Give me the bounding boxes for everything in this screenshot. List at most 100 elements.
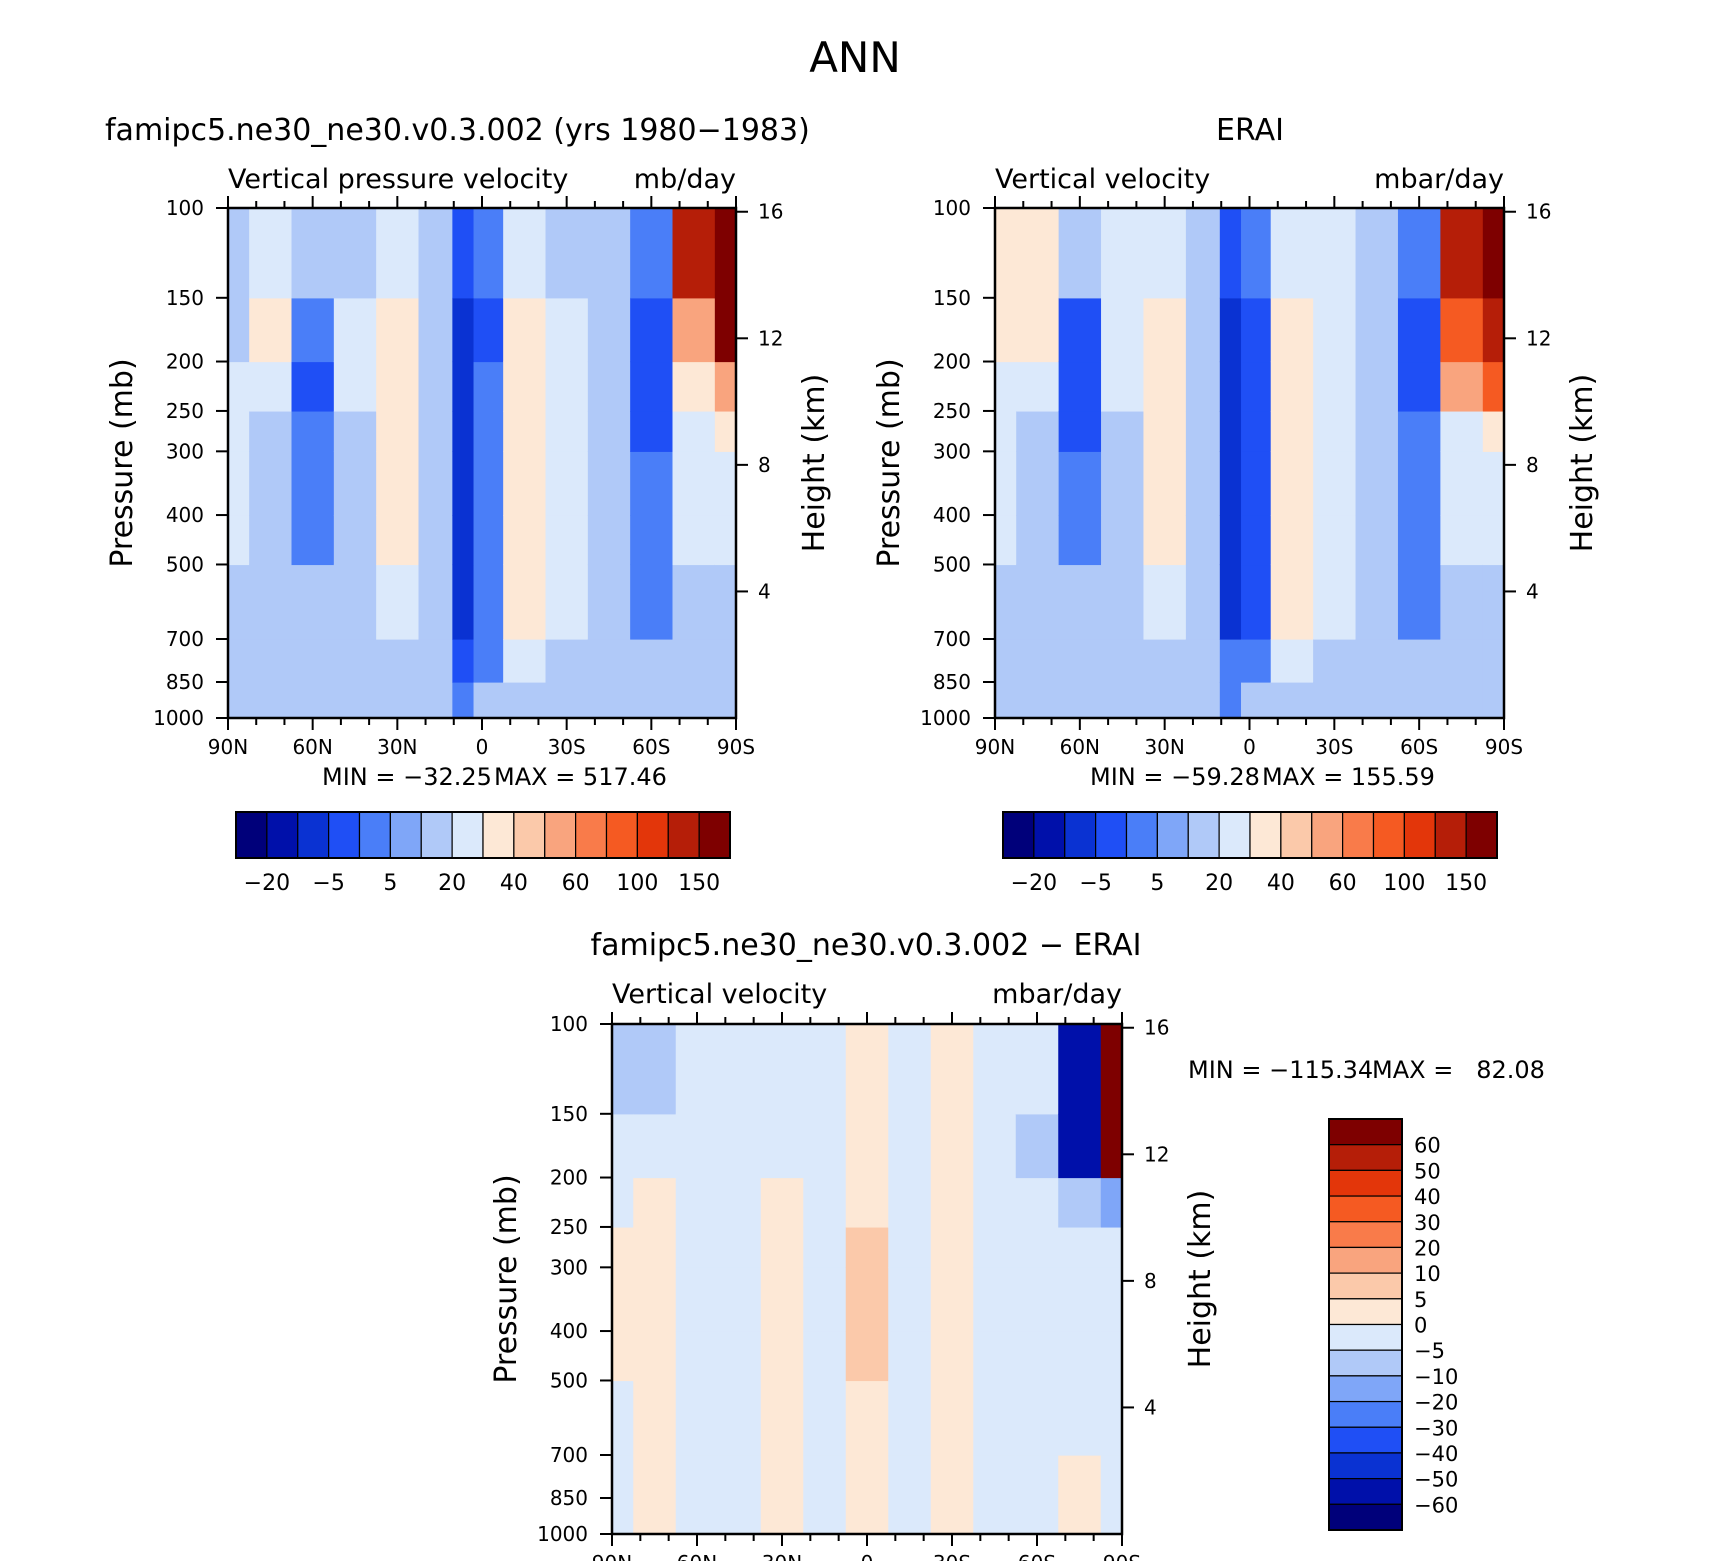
y-tick-label: 500 <box>550 1368 588 1392</box>
field-cell <box>1313 639 1357 683</box>
field-cell <box>930 1380 974 1456</box>
x-tick-label: 30N <box>762 1551 802 1561</box>
field-cell <box>1143 297 1187 363</box>
field-cell <box>760 1455 804 1499</box>
min-label: MIN = −32.25 <box>322 763 492 791</box>
field-cell <box>473 410 504 452</box>
field-cell <box>1015 1226 1059 1268</box>
field-cell <box>612 1455 634 1499</box>
y-tick-label: 1000 <box>920 706 971 730</box>
colorbar-box <box>1465 811 1498 859</box>
colorbar-label: 60 <box>1329 871 1357 896</box>
field-cell <box>452 639 475 683</box>
field-cell <box>333 682 377 719</box>
x-tick-label: 30S <box>1315 735 1353 759</box>
colorbar-label: 40 <box>1267 871 1295 896</box>
y-tick-label: 850 <box>933 670 971 694</box>
field-cell <box>633 1226 677 1268</box>
field-cell <box>291 451 335 516</box>
colorbar-label: 150 <box>678 871 720 896</box>
field-cell <box>973 1498 1017 1535</box>
field-cell <box>1016 410 1060 452</box>
x-tick-label: 90S <box>1103 1551 1141 1561</box>
colorbar-label: 10 <box>1414 1262 1441 1286</box>
field-cell <box>675 1267 719 1332</box>
field-cell <box>1355 515 1399 566</box>
field-cell <box>1482 208 1505 299</box>
field-cell <box>1101 639 1145 683</box>
field-cell <box>714 410 737 452</box>
field-cell <box>714 564 737 640</box>
colorbar-box <box>358 811 391 859</box>
field-cell <box>1016 682 1060 719</box>
contour-field <box>612 1024 1123 1535</box>
field-cell <box>630 682 674 719</box>
field-cell <box>995 361 1017 412</box>
field-cell <box>1016 361 1060 412</box>
field-cell <box>1015 1177 1059 1228</box>
field-cell <box>1058 1267 1102 1332</box>
field-cell <box>1270 297 1314 363</box>
colorbar-box <box>235 811 268 859</box>
field-cell <box>473 639 504 683</box>
panel-subtitle-left: Vertical velocity <box>995 164 1210 195</box>
max-label: MAX = 82.08 <box>1372 1056 1545 1084</box>
x-tick-label: 0 <box>476 735 489 759</box>
field-cell <box>587 208 631 299</box>
colorbar-box <box>544 811 577 859</box>
y-tick-label: 700 <box>933 627 971 651</box>
field-cell <box>1397 297 1441 363</box>
colorbar-box <box>1328 1246 1403 1274</box>
field-cell <box>1440 515 1484 566</box>
field-cell <box>1058 1498 1102 1535</box>
field-cell <box>803 1113 847 1179</box>
field-cell <box>718 1113 762 1179</box>
field-cell <box>714 361 737 412</box>
field-cell <box>930 1113 974 1179</box>
field-cell <box>1397 515 1441 566</box>
field-cell <box>803 1331 847 1382</box>
field-cell <box>1270 451 1314 516</box>
field-cell <box>714 208 737 299</box>
x-tick-label: 60N <box>292 735 332 759</box>
field-cell <box>760 1380 804 1456</box>
field-cell <box>612 1113 634 1179</box>
field-cell <box>612 1380 634 1456</box>
colorbar-box <box>1311 811 1344 859</box>
field-cell <box>1015 1455 1059 1499</box>
field-cell <box>995 297 1017 363</box>
field-cell <box>845 1113 889 1179</box>
colorbar-box <box>636 811 669 859</box>
colorbar-box <box>1328 1323 1403 1351</box>
field-cell <box>630 361 674 412</box>
field-cell <box>1397 208 1441 299</box>
field-cell <box>503 410 547 452</box>
y2-tick-label: 16 <box>758 200 783 224</box>
field-cell <box>452 208 475 299</box>
field-cell <box>587 515 631 566</box>
colorbar-frame <box>1002 811 1498 859</box>
field-cell <box>333 208 377 299</box>
colorbar-box <box>266 811 299 859</box>
field-cell <box>1058 1226 1102 1268</box>
x-tick-label: 30N <box>377 735 417 759</box>
field-cell <box>1397 682 1441 719</box>
field-cell <box>1241 564 1272 640</box>
field-cell <box>1185 361 1221 412</box>
field-cell <box>418 208 453 299</box>
field-cell <box>930 1177 974 1228</box>
field-cell <box>1355 297 1399 363</box>
y2-tick-label: 16 <box>1526 200 1551 224</box>
field-cell <box>291 208 335 299</box>
field-cell <box>1241 410 1272 452</box>
field-cell <box>1313 297 1357 363</box>
colorbar-box <box>1328 1118 1403 1146</box>
field-cell <box>1219 682 1242 719</box>
field-cell <box>888 1380 932 1456</box>
field-cell <box>930 1331 974 1382</box>
field-cell <box>1270 208 1314 299</box>
field-cell <box>995 451 1017 516</box>
field-cell <box>228 410 250 452</box>
field-cell <box>630 564 674 640</box>
field-cell <box>714 451 737 516</box>
